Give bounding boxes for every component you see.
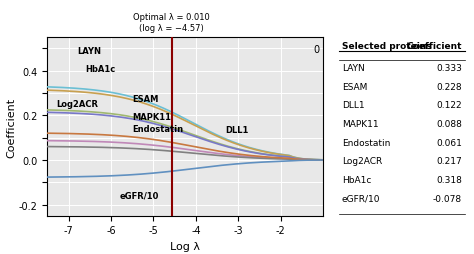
- Text: 0.318: 0.318: [436, 176, 462, 184]
- Text: Coefficient: Coefficient: [407, 42, 462, 51]
- Text: 0.228: 0.228: [437, 82, 462, 91]
- Text: eGFR/10: eGFR/10: [119, 190, 159, 199]
- Text: -0.078: -0.078: [433, 194, 462, 203]
- Text: ESAM: ESAM: [132, 95, 159, 104]
- Text: LAYN: LAYN: [77, 47, 101, 56]
- Text: LAYN: LAYN: [342, 64, 365, 72]
- Text: HbA1c: HbA1c: [342, 176, 371, 184]
- Text: Endostatin: Endostatin: [342, 138, 390, 147]
- Text: 0.333: 0.333: [436, 64, 462, 72]
- Text: 0.122: 0.122: [437, 101, 462, 110]
- Text: Optimal λ = 0.010
(log λ = −4.57): Optimal λ = 0.010 (log λ = −4.57): [133, 13, 210, 33]
- Text: 0.061: 0.061: [436, 138, 462, 147]
- X-axis label: Log λ: Log λ: [170, 241, 201, 251]
- Text: HbA1c: HbA1c: [86, 65, 116, 74]
- Text: MAPK11: MAPK11: [342, 120, 378, 129]
- Text: 0.088: 0.088: [436, 120, 462, 129]
- Text: DLL1: DLL1: [226, 126, 249, 135]
- Text: MAPK11: MAPK11: [132, 113, 171, 121]
- Text: Log2ACR: Log2ACR: [342, 157, 382, 166]
- Text: Selected proteins: Selected proteins: [342, 42, 431, 51]
- Text: eGFR/10: eGFR/10: [342, 194, 380, 203]
- Y-axis label: Coefficient: Coefficient: [6, 97, 16, 157]
- Text: Log2ACR: Log2ACR: [56, 99, 98, 108]
- Text: 0: 0: [314, 45, 320, 55]
- Text: Endostatin: Endostatin: [132, 125, 183, 134]
- Text: 0.217: 0.217: [436, 157, 462, 166]
- Text: DLL1: DLL1: [342, 101, 365, 110]
- Text: ESAM: ESAM: [342, 82, 367, 91]
